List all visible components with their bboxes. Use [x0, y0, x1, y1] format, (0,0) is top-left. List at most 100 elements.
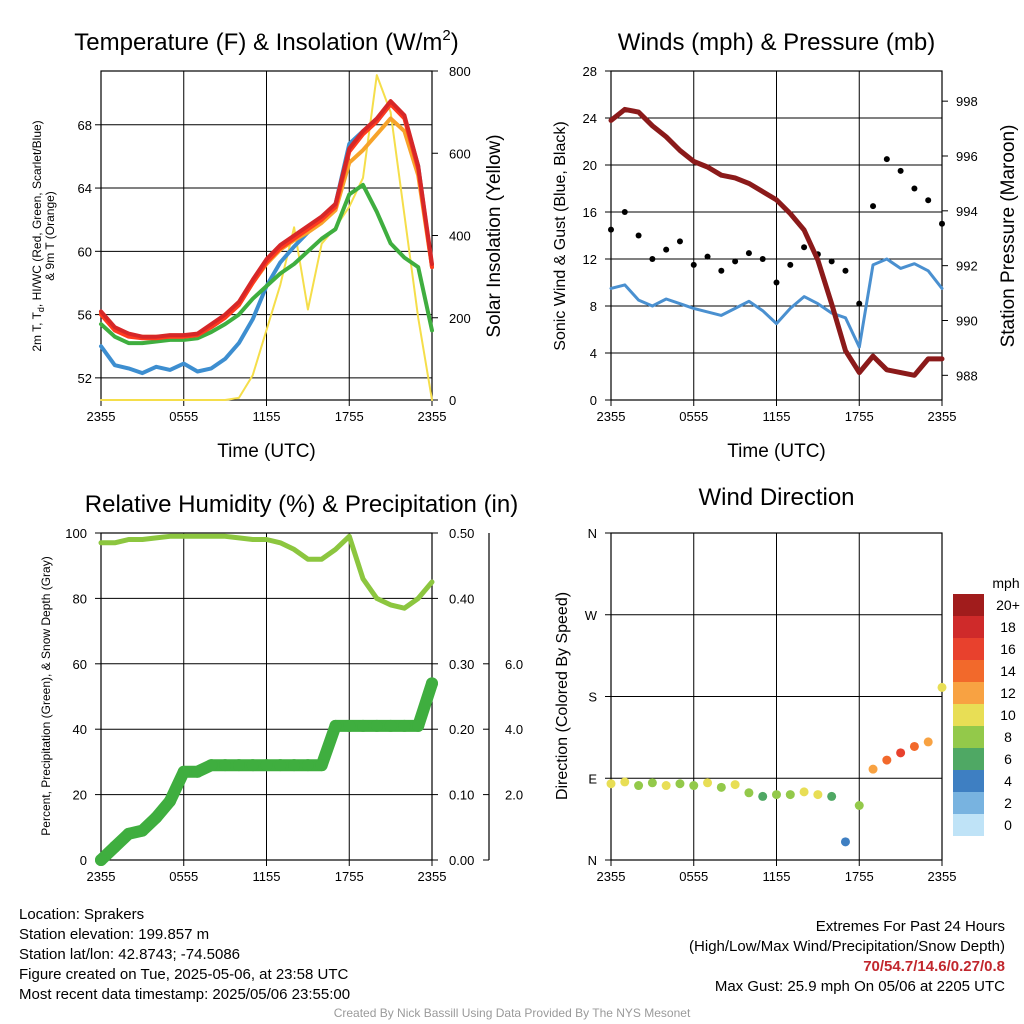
direction-point [606, 779, 616, 789]
y-axis-label: Sonic Wind & Gust (Blue, Black) [552, 121, 569, 350]
legend-title: mph [992, 575, 1019, 591]
y2-tick-label: 800 [449, 64, 471, 79]
x-tick-label: 0555 [169, 869, 198, 884]
x-axis-label: Time (UTC) [727, 441, 826, 462]
y-tick-label: N [588, 853, 597, 868]
gust-point [925, 197, 932, 204]
y-tick-label: 100 [65, 526, 87, 541]
direction-point [868, 764, 878, 774]
station-latlon: Station lat/lon: 42.8743; -74.5086 [19, 946, 241, 963]
y2-tick-label: 0 [449, 393, 456, 408]
legend-label: 0 [1004, 817, 1012, 833]
series-sonic-wind [609, 257, 944, 349]
precip-point [122, 827, 135, 840]
legend-swatch [953, 814, 984, 836]
gust-point [718, 267, 725, 274]
y2-tick-label: 998 [956, 94, 978, 109]
figure-created: Figure created on Tue, 2025-05-06, at 23… [19, 966, 349, 983]
legend-label: 8 [1004, 729, 1012, 745]
direction-point [799, 787, 809, 797]
station-elevation: Station elevation: 199.857 m [19, 926, 210, 943]
gust-point [787, 261, 794, 268]
legend-label: 18 [1000, 619, 1016, 635]
legend-swatch [953, 792, 984, 814]
precip-point [274, 759, 287, 772]
direction-point [758, 791, 768, 801]
precip-point [219, 759, 232, 772]
y2-tick-label: 0.10 [449, 788, 474, 803]
precip-point [315, 759, 328, 772]
y-axis-label: Direction (Colored By Speed) [554, 592, 571, 800]
legend-swatch [953, 704, 984, 726]
x-tick-label: 1155 [763, 869, 791, 884]
y-tick-label: 40 [73, 722, 87, 737]
gust-point [897, 167, 904, 174]
y-axis-label: 2m T, Td, HI/WC (Red, Green, Scarlet/Blu… [30, 120, 57, 351]
precip-point [150, 811, 163, 824]
direction-point [620, 777, 630, 787]
precip-point [343, 719, 356, 732]
x-tick-label: 1755 [845, 869, 874, 884]
direction-point [730, 780, 740, 790]
precip-point [191, 765, 204, 778]
direction-point [689, 781, 699, 791]
y2-axis-label: Station Pressure (Maroon) [998, 125, 1019, 348]
direction-point [744, 788, 754, 798]
x-tick-label: 2355 [928, 409, 957, 424]
precip-point [301, 759, 314, 772]
direction-point [675, 779, 685, 789]
precip-point [412, 719, 425, 732]
panel-title-humidity: Relative Humidity (%) & Precipitation (i… [85, 491, 518, 518]
panel-2-grid [610, 70, 943, 401]
precip-point [163, 795, 176, 808]
legend-swatch [953, 682, 984, 704]
station-location: Location: Sprakers [19, 906, 145, 923]
legend-swatch [953, 726, 984, 748]
y-tick-label: 20 [73, 788, 87, 803]
y-tick-label: 20 [583, 158, 597, 173]
x-tick-label: 1755 [335, 409, 364, 424]
direction-point [854, 801, 864, 810]
gust-point [676, 238, 683, 245]
y3-tick-label: 2.0 [505, 788, 523, 803]
x-tick-label: 1755 [845, 409, 874, 424]
y-tick-label: 24 [583, 111, 597, 126]
precip-point [370, 719, 383, 732]
gust-point [663, 246, 670, 253]
x-axis-label: Time (UTC) [217, 441, 316, 462]
y-tick-label: 4 [590, 346, 597, 361]
precip-point [426, 677, 438, 690]
legend-label: 10 [1000, 707, 1016, 723]
y2-axis-label: Solar Insolation (Yellow) [484, 134, 505, 337]
precip-point [232, 759, 245, 772]
legend-swatch [953, 770, 984, 792]
precip-point [398, 719, 411, 732]
legend-label: 6 [1004, 751, 1012, 767]
y-tick-label: 64 [78, 181, 92, 196]
precip-point [108, 840, 121, 853]
y3-tick-label: 4.0 [505, 722, 523, 737]
series-solar-insolation [100, 74, 433, 401]
y-tick-label: N [588, 526, 597, 541]
y-tick-label: 0 [80, 853, 87, 868]
direction-point [840, 837, 850, 847]
series-station-pressure [608, 106, 945, 378]
precip-point [384, 719, 397, 732]
legend-swatch [953, 594, 984, 616]
direction-point [634, 781, 644, 791]
y2-tick-label: 0.00 [449, 853, 474, 868]
y-tick-label: 12 [583, 252, 597, 267]
gust-point [828, 258, 835, 265]
direction-point [937, 682, 947, 692]
panel-1-grid [100, 70, 433, 401]
precip-point [357, 719, 370, 732]
legend-swatch [953, 638, 984, 660]
direction-point [813, 790, 823, 800]
gust-point [621, 209, 628, 215]
y2-tick-label: 200 [449, 311, 471, 326]
x-tick-label: 2355 [418, 409, 447, 424]
gust-point [759, 256, 766, 262]
y2-tick-label: 0.50 [449, 526, 474, 541]
y-tick-label: 56 [78, 308, 92, 323]
